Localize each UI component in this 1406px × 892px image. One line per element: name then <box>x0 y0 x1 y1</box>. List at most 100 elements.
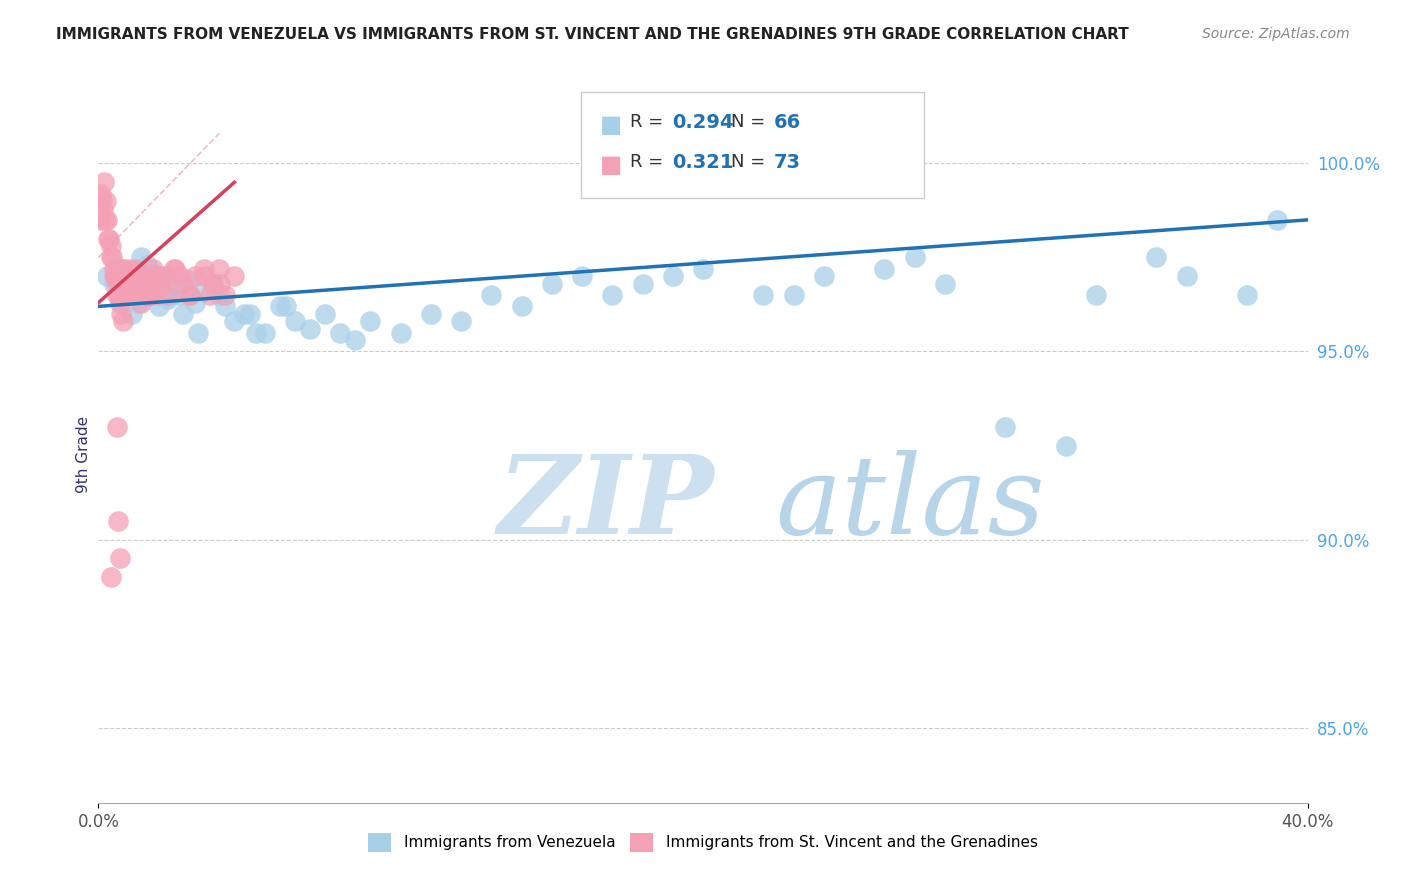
Point <box>631 277 654 291</box>
Point <box>193 261 215 276</box>
Point <box>153 269 176 284</box>
Point <box>274 299 297 313</box>
Text: IMMIGRANTS FROM VENEZUELA VS IMMIGRANTS FROM ST. VINCENT AND THE GRENADINES 9TH : IMMIGRANTS FROM VENEZUELA VS IMMIGRANTS … <box>56 27 1129 42</box>
Point <box>184 269 207 284</box>
Point <box>245 326 267 340</box>
Point <box>202 277 225 291</box>
Point <box>90 186 112 201</box>
Point <box>253 326 276 340</box>
Point <box>299 322 322 336</box>
Point <box>142 266 165 280</box>
Point <box>232 307 254 321</box>
Point <box>193 285 215 299</box>
Text: N =: N = <box>731 113 770 131</box>
Point <box>93 175 115 189</box>
Point <box>111 314 134 328</box>
Point <box>224 269 246 284</box>
Point <box>450 314 472 328</box>
Point <box>602 288 624 302</box>
Point <box>120 261 142 276</box>
Point <box>329 326 352 340</box>
Text: N =: N = <box>731 153 770 171</box>
Point <box>103 277 125 291</box>
Point <box>752 288 775 302</box>
Point <box>89 212 111 227</box>
Point <box>118 269 141 284</box>
Point <box>194 269 217 284</box>
Point <box>873 261 896 276</box>
Point <box>1175 269 1198 284</box>
Point <box>160 288 183 302</box>
Point <box>145 277 167 291</box>
Point <box>172 277 194 291</box>
Point <box>131 277 153 291</box>
Point <box>179 288 201 302</box>
Text: 66: 66 <box>773 113 800 132</box>
Point <box>163 261 186 276</box>
Text: ■: ■ <box>600 113 623 137</box>
Point <box>214 299 236 313</box>
Point <box>360 314 382 328</box>
Point <box>344 333 367 347</box>
Point <box>163 280 186 294</box>
Point <box>156 288 179 302</box>
Text: 0.294: 0.294 <box>672 113 734 132</box>
Point <box>122 269 145 284</box>
Point <box>661 269 683 284</box>
Point <box>692 261 714 276</box>
Point <box>187 326 209 340</box>
Point <box>1267 212 1289 227</box>
Point <box>481 288 503 302</box>
Point <box>100 239 122 253</box>
Point <box>389 326 412 340</box>
Point <box>136 288 159 302</box>
Point <box>172 307 194 321</box>
Point <box>94 194 117 208</box>
Point <box>163 261 186 276</box>
Point <box>118 288 141 302</box>
Text: atlas: atlas <box>776 450 1045 558</box>
Point <box>214 288 236 302</box>
Point <box>118 277 141 291</box>
Point <box>148 277 170 291</box>
Point <box>96 212 118 227</box>
Point <box>121 307 143 321</box>
Text: Source: ZipAtlas.com: Source: ZipAtlas.com <box>1202 27 1350 41</box>
Point <box>124 261 146 276</box>
Point <box>103 269 125 284</box>
Text: ■: ■ <box>600 153 623 178</box>
Point <box>284 314 307 328</box>
Point <box>142 269 165 284</box>
Point <box>179 273 201 287</box>
Point <box>132 277 155 291</box>
Y-axis label: 9th Grade: 9th Grade <box>76 417 91 493</box>
Point <box>108 295 131 310</box>
Point <box>114 288 136 302</box>
Point <box>124 288 146 302</box>
Point <box>129 251 152 265</box>
Text: 73: 73 <box>773 153 800 172</box>
Point <box>169 288 191 302</box>
Point <box>224 314 246 328</box>
Point <box>208 277 231 291</box>
Point <box>108 261 131 276</box>
Point <box>139 288 162 302</box>
Point <box>145 288 167 302</box>
Point <box>156 292 179 306</box>
Point <box>169 269 191 284</box>
Point <box>107 514 129 528</box>
Point <box>1054 438 1077 452</box>
Point <box>129 295 152 310</box>
Point <box>1085 288 1108 302</box>
Point <box>142 261 165 276</box>
Point <box>105 288 128 302</box>
Point <box>208 288 231 302</box>
Point <box>125 277 148 291</box>
Point <box>127 295 149 310</box>
Point <box>100 570 122 584</box>
Point <box>202 277 225 291</box>
Point <box>239 307 262 321</box>
Point <box>200 288 222 302</box>
Legend: Immigrants from Venezuela, Immigrants from St. Vincent and the Grenadines: Immigrants from Venezuela, Immigrants fr… <box>363 827 1043 858</box>
Point <box>96 269 118 284</box>
